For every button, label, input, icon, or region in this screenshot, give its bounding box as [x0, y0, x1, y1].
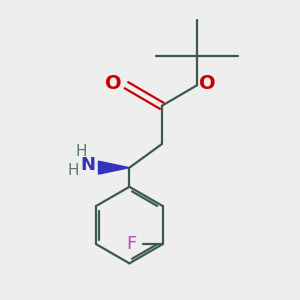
- Polygon shape: [98, 161, 129, 174]
- Text: H: H: [68, 163, 79, 178]
- Text: O: O: [105, 74, 122, 93]
- Text: N: N: [81, 156, 96, 174]
- Text: H: H: [75, 144, 87, 159]
- Text: O: O: [199, 74, 216, 93]
- Text: F: F: [127, 235, 137, 253]
